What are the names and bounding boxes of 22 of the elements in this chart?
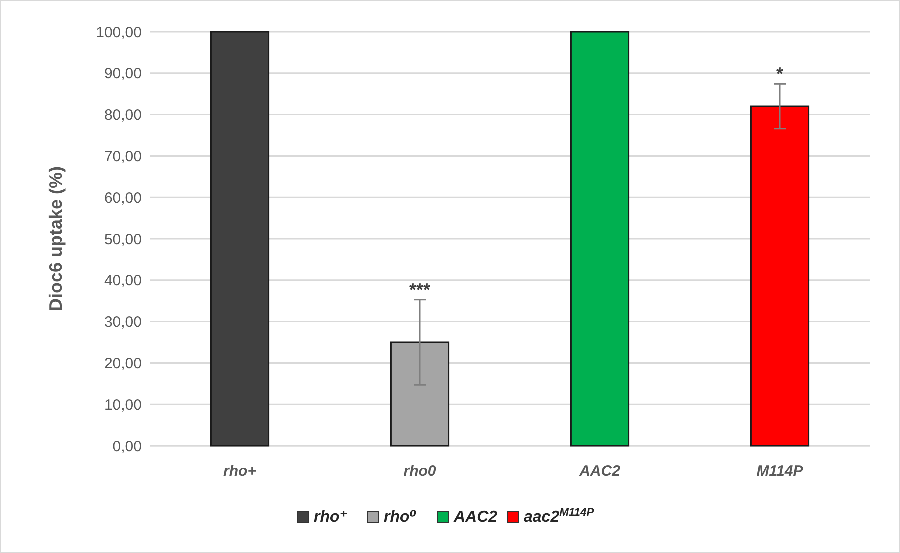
y-tick-label: 20,00 bbox=[104, 355, 142, 372]
y-tick-label: 100,00 bbox=[96, 24, 142, 42]
y-tick-label: 70,00 bbox=[104, 148, 142, 166]
legend-label: AAC2 bbox=[453, 509, 498, 526]
y-tick-label: 90,00 bbox=[104, 66, 142, 83]
y-tick-label: 80,00 bbox=[104, 107, 142, 124]
y-tick-label: 10,00 bbox=[104, 396, 142, 414]
legend-label: rho⁰ bbox=[384, 509, 417, 526]
y-tick-label: 60,00 bbox=[104, 190, 142, 207]
y-axis-title: Dioc6 uptake (%) bbox=[46, 166, 66, 312]
x-tick-label: rho+ bbox=[224, 463, 257, 480]
x-tick-label: AAC2 bbox=[578, 463, 622, 480]
legend-label: rho⁺ bbox=[314, 509, 348, 526]
y-tick-label: 30,00 bbox=[104, 314, 142, 332]
y-tick-label: 0,00 bbox=[112, 438, 142, 456]
annotation: * bbox=[776, 64, 784, 84]
x-tick-label: rho0 bbox=[404, 463, 437, 480]
annotation: *** bbox=[409, 280, 431, 300]
x-tick-label: M114P bbox=[756, 463, 804, 480]
y-tick-label: 50,00 bbox=[104, 231, 142, 248]
y-tick-label: 40,00 bbox=[104, 272, 142, 290]
legend-label: aac2$^{M114P}$ bbox=[524, 507, 595, 526]
